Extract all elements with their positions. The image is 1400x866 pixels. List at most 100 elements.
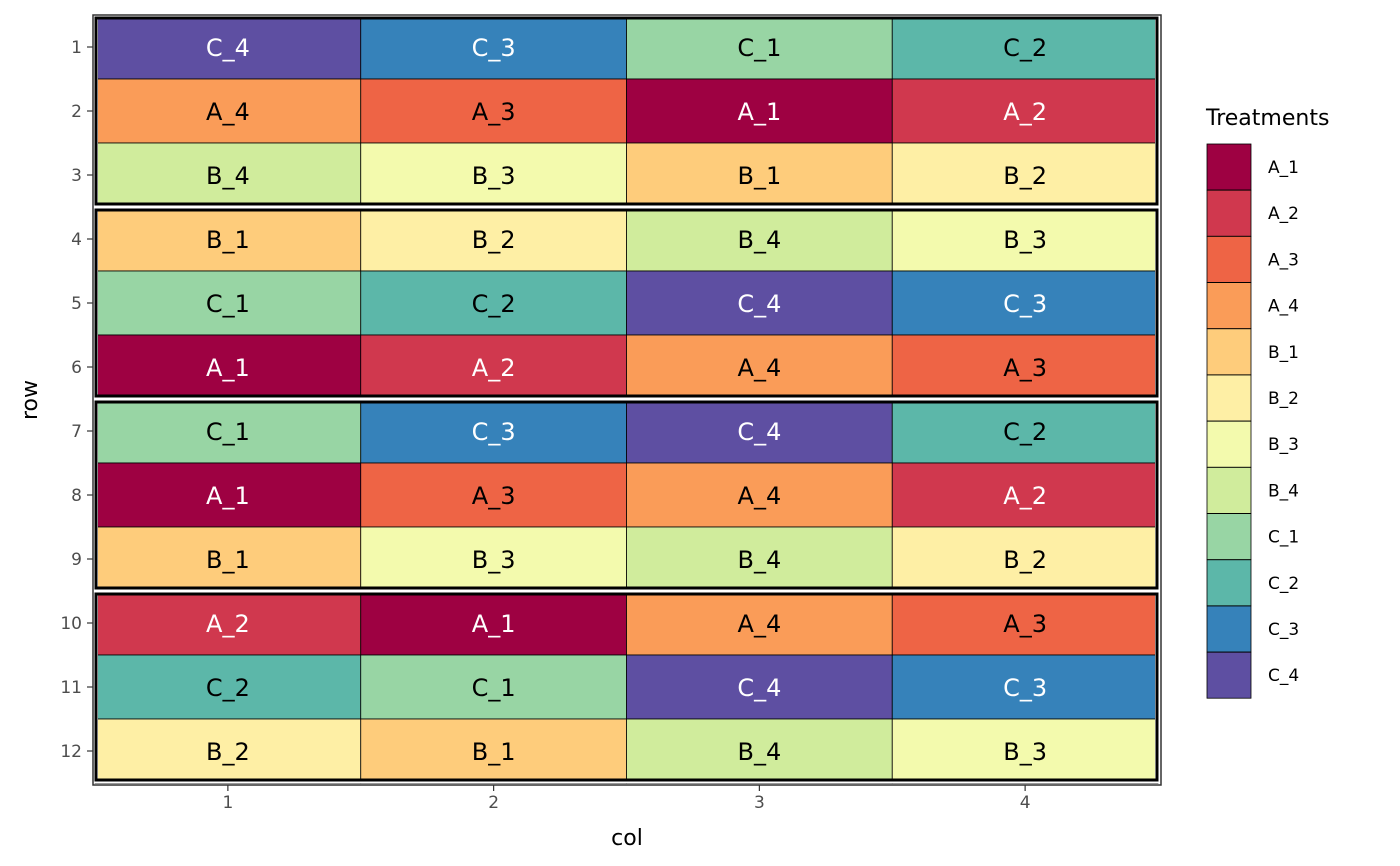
tile-3-1 xyxy=(94,142,362,208)
tile-label: B_2 xyxy=(472,226,516,254)
tile-label: A_3 xyxy=(472,98,516,126)
legend: Treatments A_1 A_2 A_3 A_4 B_1 B_2 B_3 B_4 C_1 C_… xyxy=(1205,106,1329,699)
tile-label: A_1 xyxy=(206,354,250,382)
panel-border xyxy=(92,14,1162,786)
tile-label: B_1 xyxy=(472,738,516,766)
legend-key-C_4 xyxy=(1206,651,1252,699)
tile-label: C_3 xyxy=(472,418,516,446)
tile-label: C_2 xyxy=(472,290,516,318)
tile-5-2 xyxy=(360,270,627,336)
legend-label: A_1 xyxy=(1268,158,1299,178)
tile-label: A_1 xyxy=(738,98,782,126)
tile-2-1 xyxy=(94,78,362,144)
tile-4-3 xyxy=(626,206,893,272)
tile-7-4 xyxy=(891,398,1159,464)
legend-label: C_3 xyxy=(1268,620,1299,640)
y-tick-label: 12 xyxy=(60,742,82,762)
tile-label: C_3 xyxy=(1003,290,1047,318)
tile-label: C_1 xyxy=(206,418,250,446)
y-tick-label: 4 xyxy=(71,230,82,250)
tile-12-1 xyxy=(94,718,362,784)
y-axis-label: row xyxy=(18,380,43,420)
tile-9-3 xyxy=(626,526,893,592)
legend-key-A_2 xyxy=(1206,189,1252,237)
legend-key-A_1 xyxy=(1206,143,1252,191)
tile-12-2 xyxy=(360,718,627,784)
tile-label: C_2 xyxy=(1003,418,1047,446)
x-axis-label: col xyxy=(611,826,643,851)
y-tick-label: 10 xyxy=(60,614,82,634)
tile-label: C_3 xyxy=(1003,674,1047,702)
legend-label: A_2 xyxy=(1268,204,1299,224)
tile-label: B_2 xyxy=(1003,162,1047,190)
tile-label: B_4 xyxy=(738,226,782,254)
tile-label: C_1 xyxy=(206,290,250,318)
block-1 xyxy=(94,16,1159,206)
tile-label: C_3 xyxy=(472,34,516,62)
legend-key-C_2 xyxy=(1206,559,1252,607)
tile-9-2 xyxy=(360,526,627,592)
tile-label: B_2 xyxy=(1003,546,1047,574)
legend-key-A_4 xyxy=(1206,282,1252,330)
y-tick-label: 3 xyxy=(71,166,82,186)
legend-label: C_2 xyxy=(1268,574,1299,594)
tile-label: B_2 xyxy=(206,738,250,766)
y-tick-label: 9 xyxy=(71,550,82,570)
tile-7-3 xyxy=(626,398,893,464)
x-axis: 1 2 3 4 xyxy=(222,785,1031,813)
x-tick-label: 4 xyxy=(1020,793,1031,813)
tile-label: B_1 xyxy=(206,546,250,574)
tile-6-4 xyxy=(891,334,1159,400)
legend-key-C_1 xyxy=(1206,513,1252,560)
tile-3-4 xyxy=(891,142,1159,208)
tile-label: C_1 xyxy=(472,674,516,702)
tile-10-2 xyxy=(360,590,627,656)
tile-label: A_2 xyxy=(472,354,516,382)
legend-label: B_3 xyxy=(1268,435,1299,455)
tile-label: B_4 xyxy=(738,546,782,574)
tile-label: B_1 xyxy=(738,162,782,190)
block-4 xyxy=(94,592,1159,782)
tile-label: B_3 xyxy=(1003,738,1047,766)
tile-label: B_1 xyxy=(206,226,250,254)
tile-8-4 xyxy=(891,462,1159,528)
tile-label: A_4 xyxy=(738,482,782,510)
tile-label: A_2 xyxy=(206,610,250,638)
tile-5-1 xyxy=(94,270,362,336)
tile-9-4 xyxy=(891,526,1159,592)
legend-title: Treatments xyxy=(1205,106,1329,131)
tile-label: B_4 xyxy=(206,162,250,190)
tile-2-2 xyxy=(360,78,627,144)
legend-label: B_1 xyxy=(1268,343,1299,363)
tile-11-3 xyxy=(626,654,893,720)
tile-label: A_3 xyxy=(1003,610,1047,638)
tile-label: C_4 xyxy=(737,674,781,702)
tile-label: C_4 xyxy=(737,290,781,318)
tile-label: C_2 xyxy=(206,674,250,702)
legend-key-B_2 xyxy=(1206,374,1252,422)
x-tick-label: 2 xyxy=(488,793,499,813)
tile-label: A_4 xyxy=(738,354,782,382)
tile-label: A_1 xyxy=(472,610,516,638)
tile-6-1 xyxy=(94,334,362,400)
tile-12-3 xyxy=(626,718,893,784)
tile-2-3 xyxy=(626,78,893,144)
tile-5-3 xyxy=(626,270,893,336)
tile-label: B_3 xyxy=(472,162,516,190)
tiles: C_4 C_3 C_1 C_2 A_4 A_3 A_1 A_2 B_4 B_3 B_1 B_2 B_1 B… xyxy=(94,14,1159,784)
tile-12-4 xyxy=(891,718,1159,784)
tile-label: A_2 xyxy=(1003,482,1047,510)
block-2 xyxy=(94,208,1159,398)
tile-label: A_4 xyxy=(738,610,782,638)
legend-label: A_4 xyxy=(1268,297,1299,317)
y-tick-label: 2 xyxy=(71,102,82,122)
tile-label: C_4 xyxy=(737,418,781,446)
blocks xyxy=(94,15,1159,783)
tile-label: A_3 xyxy=(1003,354,1047,382)
tile-11-1 xyxy=(94,654,362,720)
block-3 xyxy=(94,400,1159,590)
y-tick-label: 8 xyxy=(71,486,82,506)
tile-1-3 xyxy=(626,14,893,80)
